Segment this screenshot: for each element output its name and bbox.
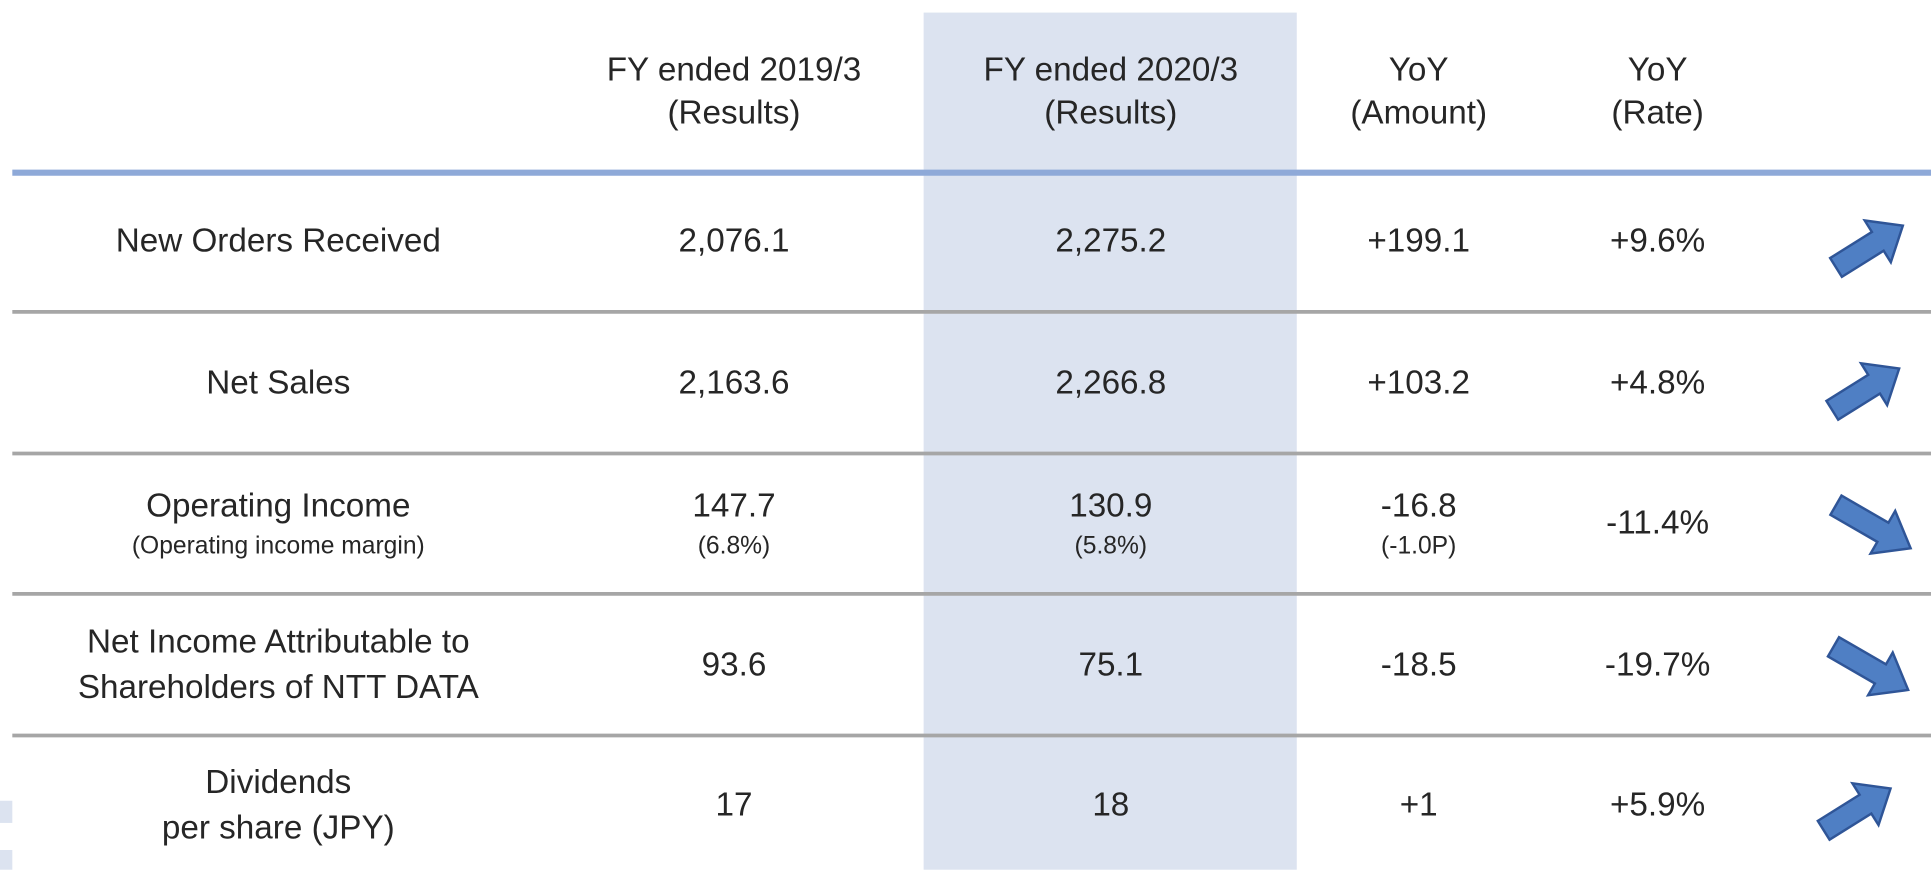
up-arrow <box>1828 218 1905 279</box>
trend-arrows <box>1816 218 1913 842</box>
column-header: (Amount) <box>1350 95 1487 132</box>
cell-value: -11.4% <box>1606 505 1709 542</box>
column-header: FY ended 2019/3 <box>607 51 862 88</box>
cell-value: 2,266.8 <box>1055 364 1166 401</box>
cell-value: 2,163.6 <box>679 364 790 401</box>
decoration <box>0 850 13 870</box>
cell-subvalue: (5.8%) <box>1075 533 1148 560</box>
up-arrow <box>1816 781 1893 842</box>
cell-value: +1 <box>1400 787 1438 824</box>
cell-value: 93.6 <box>702 646 767 683</box>
cell-value: 75.1 <box>1078 646 1143 683</box>
up-arrow <box>1824 361 1901 422</box>
cell-value: +5.9% <box>1610 787 1705 824</box>
row-label: Net Sales <box>206 364 350 401</box>
row-label: Net Income Attributable to <box>87 624 470 661</box>
cell-value: 18 <box>1092 787 1129 824</box>
cell-value: -18.5 <box>1381 646 1457 683</box>
cell-value: 2,076.1 <box>679 223 790 260</box>
cell-value: -16.8 <box>1381 487 1457 524</box>
decoration <box>0 800 13 823</box>
down-arrow <box>1826 635 1910 697</box>
cell-subvalue: (-1.0P) <box>1381 533 1456 560</box>
cell-value: 130.9 <box>1069 487 1152 524</box>
cell-value: +199.1 <box>1367 223 1470 260</box>
row-label: Shareholders of NTT DATA <box>78 669 480 706</box>
highlight-column <box>923 12 1297 870</box>
column-header: (Rate) <box>1611 95 1703 132</box>
column-header: (Results) <box>667 95 800 132</box>
cell-subvalue: (6.8%) <box>698 533 771 560</box>
column-header: FY ended 2020/3 <box>984 51 1239 88</box>
cell-value: 2,275.2 <box>1055 223 1166 260</box>
cell-value: 17 <box>715 787 752 824</box>
cell-value: -19.7% <box>1605 646 1710 683</box>
down-arrow <box>1828 493 1913 556</box>
cell-value: 147.7 <box>692 487 775 524</box>
column-header: YoY <box>1389 51 1449 88</box>
row-label: per share (JPY) <box>162 809 395 846</box>
cell-value: +9.6% <box>1610 223 1705 260</box>
cell-value: +4.8% <box>1610 364 1705 401</box>
row-label: Operating Income <box>146 487 410 524</box>
cell-value: +103.2 <box>1367 364 1470 401</box>
row-label: Dividends <box>205 764 351 801</box>
row-label: New Orders Received <box>116 223 441 260</box>
column-header: (Results) <box>1044 95 1177 132</box>
column-header: YoY <box>1628 51 1688 88</box>
row-sublabel: (Operating income margin) <box>132 533 425 560</box>
